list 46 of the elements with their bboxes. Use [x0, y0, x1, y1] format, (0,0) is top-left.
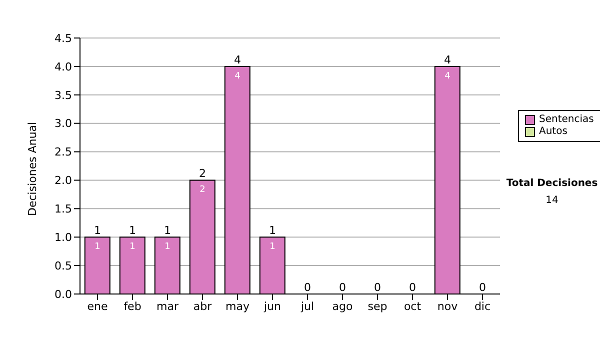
data-label: 1 — [94, 242, 100, 252]
total-label: 0 — [339, 281, 346, 294]
x-tick-label: sep — [368, 300, 388, 313]
y-tick-label: 4.5 — [54, 32, 72, 45]
y-tick-label: 2.5 — [54, 146, 72, 159]
total-label: 1 — [164, 224, 171, 238]
x-tick-label: may — [226, 300, 250, 313]
total-label: 2 — [199, 167, 206, 180]
x-tick-label: feb — [124, 300, 142, 313]
data-label: 1 — [164, 242, 170, 252]
x-tick-label: ene — [87, 300, 108, 313]
x-tick-label: dic — [474, 300, 491, 313]
y-tick-label: 4.0 — [54, 60, 72, 74]
text: 14 — [544, 195, 560, 206]
x-tick-label: oct — [404, 300, 422, 313]
total-label: 1 — [94, 224, 101, 238]
x-tick-label: abr — [193, 300, 212, 313]
total-label: 4 — [444, 53, 451, 66]
legend-label: Sentencias — [539, 114, 594, 126]
legend-label: Autos — [539, 126, 568, 138]
data-label: 2 — [200, 185, 206, 196]
data-label: 4 — [444, 71, 451, 82]
y-tick-label: 0.5 — [54, 259, 72, 272]
y-tick-label: 3.5 — [54, 88, 72, 102]
text: Total Decisiones — [505, 178, 599, 189]
x-tick-label: nov — [437, 300, 458, 313]
y-tick-label: 1.5 — [54, 202, 72, 216]
y-tick-label: 3.0 — [54, 117, 72, 130]
y-tick-label: 2.0 — [54, 174, 72, 188]
total-label: 1 — [269, 224, 276, 238]
total-label: 0 — [409, 281, 416, 294]
x-tick-label: jul — [300, 300, 314, 313]
y-tick-label: 1.0 — [54, 231, 72, 244]
x-tick-label: mar — [156, 300, 179, 313]
total-label: 0 — [374, 281, 381, 294]
y-axis-title: Decisiones Anual — [26, 122, 39, 216]
x-tick-label: jun — [263, 300, 282, 313]
data-label: 4 — [234, 71, 241, 82]
data-label: 1 — [130, 242, 136, 252]
total-label: 0 — [304, 281, 311, 294]
total-label: 0 — [479, 281, 486, 294]
data-label: 1 — [270, 242, 276, 252]
total-label: 4 — [234, 53, 241, 66]
x-tick-label: ago — [332, 300, 353, 313]
total-label: 1 — [129, 224, 136, 238]
y-tick-label: 0.0 — [54, 288, 72, 301]
